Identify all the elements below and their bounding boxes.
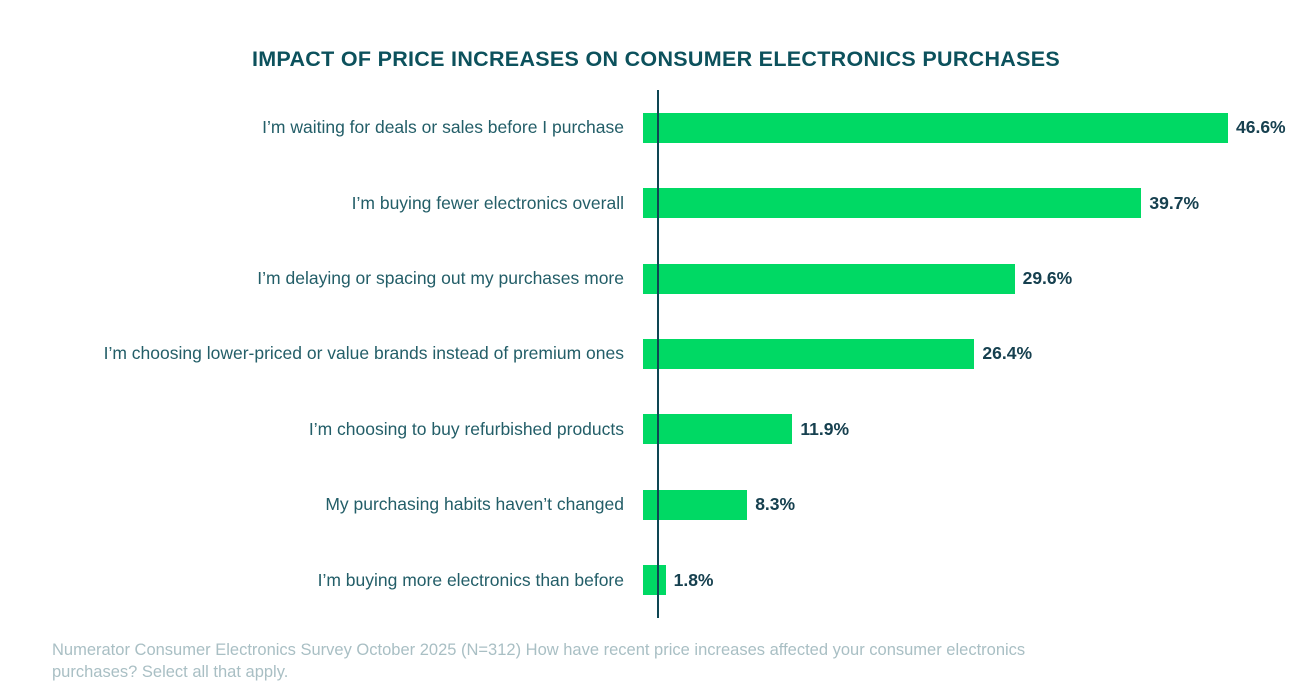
value-label: 8.3% bbox=[755, 494, 796, 515]
value-label: 11.9% bbox=[800, 418, 850, 439]
bar-row: I’m waiting for deals or sales before I … bbox=[0, 90, 1312, 165]
bar-track: 1.8% bbox=[641, 565, 1312, 596]
bar-row: My purchasing habits haven’t changed 8.3… bbox=[0, 467, 1312, 542]
bar bbox=[643, 489, 748, 520]
bar-track: 39.7% bbox=[641, 188, 1312, 219]
bar-row: I’m buying fewer electronics overall 39.… bbox=[0, 165, 1312, 240]
bar bbox=[643, 338, 975, 369]
bar bbox=[643, 414, 793, 445]
category-label: My purchasing habits haven’t changed bbox=[325, 494, 624, 515]
bar-track: 29.6% bbox=[641, 263, 1312, 294]
category-label: I’m choosing lower-priced or value brand… bbox=[103, 343, 624, 364]
chart-title: IMPACT OF PRICE INCREASES ON CONSUMER EL… bbox=[251, 47, 1061, 71]
bar-row: I’m choosing lower-priced or value brand… bbox=[0, 316, 1312, 391]
bar bbox=[643, 112, 1228, 143]
category-label: I’m delaying or spacing out my purchases… bbox=[257, 268, 624, 289]
value-label: 1.8% bbox=[673, 569, 714, 590]
bar-row: I’m delaying or spacing out my purchases… bbox=[0, 241, 1312, 316]
y-axis-line bbox=[657, 90, 659, 618]
bar bbox=[643, 188, 1142, 219]
category-label: I’m waiting for deals or sales before I … bbox=[262, 117, 624, 138]
bar-track: 8.3% bbox=[641, 489, 1312, 520]
category-label: I’m buying fewer electronics overall bbox=[351, 192, 624, 213]
value-label: 39.7% bbox=[1149, 192, 1200, 213]
bar-row: I’m buying more electronics than before … bbox=[0, 543, 1312, 618]
category-label: I’m buying more electronics than before bbox=[317, 569, 624, 590]
source-note: Numerator Consumer Electronics Survey Oc… bbox=[52, 641, 1026, 681]
bar bbox=[643, 565, 666, 596]
value-label: 46.6% bbox=[1236, 117, 1286, 138]
bar-track: 46.6% bbox=[641, 112, 1312, 143]
bar-track: 26.4% bbox=[641, 338, 1312, 369]
bar-row: I’m choosing to buy refurbished products… bbox=[0, 392, 1312, 467]
category-label: I’m choosing to buy refurbished products bbox=[308, 418, 624, 439]
bar-track: 11.9% bbox=[641, 414, 1312, 445]
value-label: 29.6% bbox=[1022, 268, 1073, 289]
value-label: 26.4% bbox=[982, 343, 1033, 364]
chart-plot-area: I’m waiting for deals or sales before I … bbox=[0, 90, 1312, 618]
bar bbox=[643, 263, 1015, 294]
